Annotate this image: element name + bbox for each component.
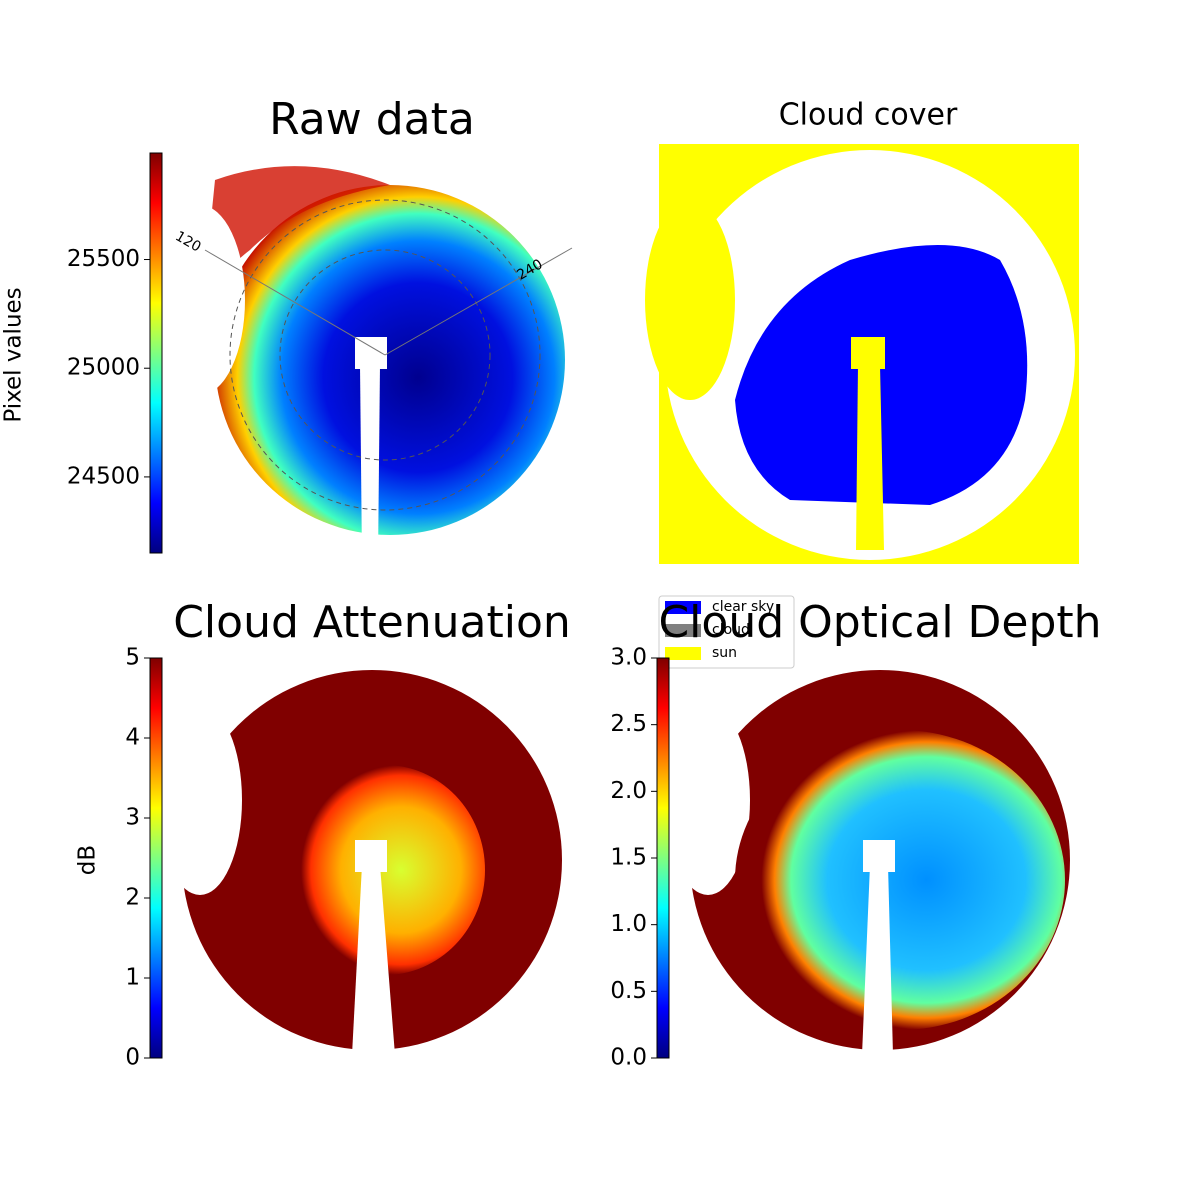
attenuation-image <box>158 670 562 1055</box>
colorbar-tick-label: 5 <box>125 645 140 671</box>
colorbar <box>656 657 670 1059</box>
colorbar-tick-label: 3 <box>125 805 140 831</box>
legend-label: sun <box>712 645 737 661</box>
raw-image <box>155 166 573 560</box>
legend: clear sky cloud sun <box>658 595 795 669</box>
panel-title: Cloud Optical Depth <box>658 597 1101 648</box>
colorbar-label: Pixel values <box>1 287 27 422</box>
legend-label: clear sky <box>712 599 774 615</box>
colorbar-tick-label: 1.5 <box>610 845 647 871</box>
legend-label: cloud <box>712 622 750 638</box>
colorbar-tick-label: 2.0 <box>610 778 647 804</box>
colorbar-tick-label: 1 <box>125 965 140 991</box>
legend-swatch <box>665 624 701 637</box>
cloud-cover-image <box>645 144 1079 564</box>
colorbar-tick-label: 0.0 <box>610 1045 647 1071</box>
colorbar-tick-label: 0 <box>125 1045 140 1071</box>
optical-depth-image <box>666 670 1070 1055</box>
colorbar-tick-label: 25000 <box>67 355 140 381</box>
colorbar-tick-label: 4 <box>125 725 140 751</box>
colorbar-tick-label: 1.0 <box>610 911 647 937</box>
colorbar <box>149 152 163 554</box>
colorbar-tick-label: 2 <box>125 885 140 911</box>
panel-title: Raw data <box>269 94 475 145</box>
colorbar-tick-label: 0.5 <box>610 978 647 1004</box>
colorbar-tick-label: 3.0 <box>610 645 647 671</box>
legend-swatch <box>665 601 701 614</box>
panel-title: Cloud Attenuation <box>173 597 571 648</box>
colorbar <box>149 657 163 1059</box>
panel-title: Cloud cover <box>779 98 958 133</box>
colorbar-tick-label: 25500 <box>67 246 140 272</box>
colorbar-tick-label: 24500 <box>67 463 140 489</box>
legend-swatch <box>665 647 701 660</box>
colorbar-label: dB <box>75 845 101 875</box>
colorbar-tick-label: 2.5 <box>610 711 647 737</box>
